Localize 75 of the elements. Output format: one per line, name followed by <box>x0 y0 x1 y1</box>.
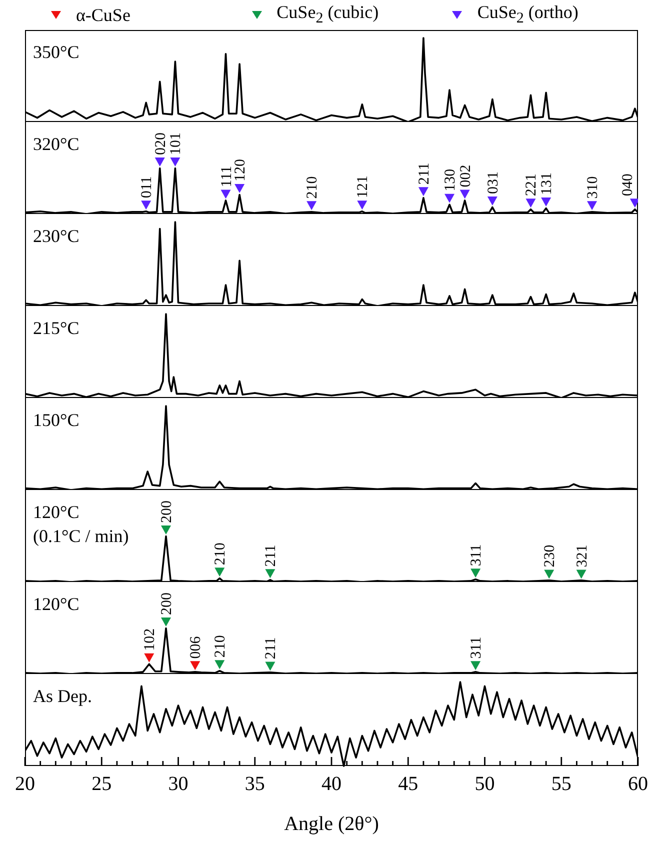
x-tick-label: 30 <box>168 773 188 795</box>
annotation: 210 <box>212 635 229 658</box>
point <box>170 158 180 166</box>
annotation: 211 <box>263 544 280 567</box>
annotation: 120 <box>232 159 249 182</box>
x-tick-label: 55 <box>551 773 572 795</box>
annotation: 102 <box>142 628 158 651</box>
annotation: As Dep. <box>33 685 92 708</box>
annotation: 321 <box>574 544 590 568</box>
annotation: 011 <box>139 176 156 198</box>
annotation: 131 <box>539 172 556 196</box>
annotation: 311 <box>468 544 485 566</box>
point <box>487 196 498 206</box>
point <box>141 200 152 210</box>
annotation: 101 <box>168 132 184 155</box>
point <box>234 184 245 194</box>
x-tick-label: 60 <box>628 773 648 795</box>
point <box>576 570 586 579</box>
point <box>357 200 368 210</box>
annotation: 002 <box>458 164 474 188</box>
annotation: 221 <box>524 174 540 196</box>
annotation: 230 <box>542 544 558 568</box>
text: 320°C <box>33 133 80 156</box>
annotation: 006 <box>188 636 204 659</box>
point <box>460 190 470 199</box>
point <box>444 194 455 203</box>
x-tick-label: 25 <box>92 773 112 795</box>
annotation: 311 <box>468 636 485 659</box>
legend-label: CuSe$_{2}$ (cubic) <box>276 2 379 28</box>
point <box>587 201 598 210</box>
x-axis-title: Angle (2θ°) <box>284 813 379 835</box>
point <box>160 526 171 534</box>
annotation: 020 <box>152 132 169 155</box>
annotation: 211 <box>416 162 432 185</box>
annotation: 121 <box>355 176 372 198</box>
annotation: 130 <box>442 168 459 192</box>
annotation: 200 <box>158 500 175 523</box>
annotation: 230°C <box>33 225 80 248</box>
legend-label: α-CuSe <box>76 4 130 26</box>
point <box>214 660 225 670</box>
point <box>144 653 154 662</box>
annotation: 215°C <box>33 317 80 340</box>
annotation: 150°C <box>33 409 80 432</box>
point <box>544 570 554 579</box>
x-tick-label: 40 <box>322 773 342 795</box>
annotation: 040 <box>620 174 636 196</box>
annotation: 350°C <box>33 41 80 64</box>
point <box>418 187 428 196</box>
text: 120°C <box>33 501 80 524</box>
annotation: 210 <box>212 542 229 566</box>
point <box>526 198 536 208</box>
point <box>190 661 200 670</box>
point <box>306 201 317 210</box>
point <box>265 569 276 578</box>
annotation: (0.1°C / min) <box>33 525 129 548</box>
text: 120°C <box>33 593 80 616</box>
annotation: 210 <box>304 176 321 199</box>
legend-label: CuSe$_{2}$ (ortho) <box>477 2 578 28</box>
point <box>265 662 276 671</box>
annotation: 211 <box>263 637 280 660</box>
annotation: 310 <box>585 176 602 199</box>
annotation: 111 <box>218 166 235 188</box>
x-tick-label: 50 <box>474 773 495 795</box>
x-tick-label: 20 <box>15 773 35 795</box>
point <box>541 198 552 207</box>
point <box>470 661 481 670</box>
point <box>220 190 231 199</box>
annotation: 200 <box>158 592 175 615</box>
point <box>214 568 225 577</box>
annotation: 031 <box>485 172 502 194</box>
x-tick-label: 35 <box>244 773 265 795</box>
x-tick-label: 45 <box>398 773 418 795</box>
point <box>470 568 481 578</box>
point <box>154 158 165 166</box>
point <box>160 618 171 626</box>
